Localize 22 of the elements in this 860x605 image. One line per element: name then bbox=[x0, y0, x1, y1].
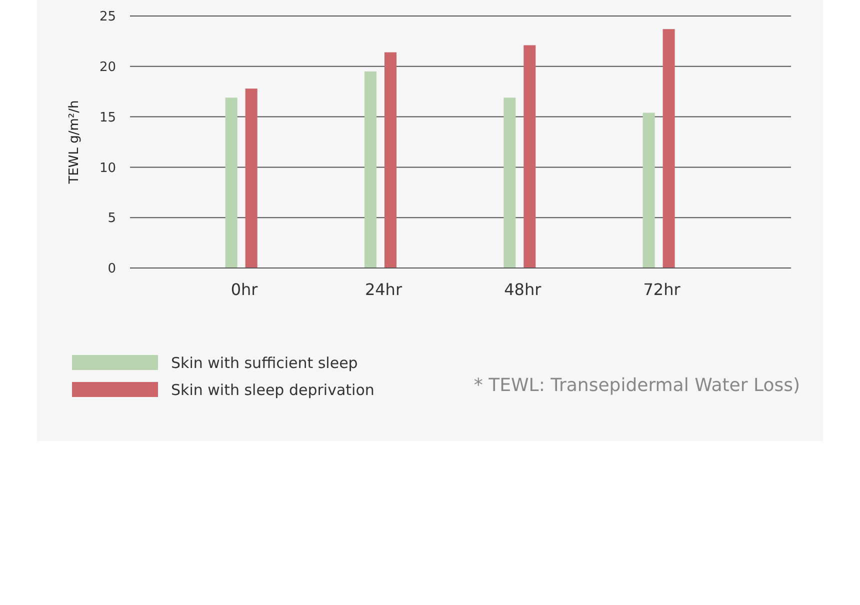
y-axis-title: TEWL g/m²/h bbox=[67, 100, 82, 185]
bar bbox=[524, 45, 536, 268]
bar bbox=[662, 29, 675, 268]
y-tick-label: 20 bbox=[99, 60, 116, 75]
x-tick-label: 48hr bbox=[504, 280, 542, 299]
legend-label: Skin with sleep deprivation bbox=[171, 381, 374, 399]
bar bbox=[384, 52, 396, 268]
legend-label: Skin with sufficient sleep bbox=[171, 354, 358, 372]
y-tick-label: 25 bbox=[99, 10, 116, 25]
bar bbox=[504, 98, 516, 268]
x-tick-label: 0hr bbox=[230, 280, 258, 299]
bar bbox=[225, 98, 238, 268]
y-tick-label: 15 bbox=[99, 110, 116, 126]
y-tick-label: 10 bbox=[99, 160, 116, 176]
x-tick-label: 24hr bbox=[364, 280, 402, 299]
x-tick-label: 72hr bbox=[643, 280, 681, 299]
y-tick-label: 5 bbox=[108, 211, 116, 226]
y-tick-label: 0 bbox=[108, 262, 116, 277]
bar bbox=[245, 88, 258, 268]
bar bbox=[642, 112, 655, 268]
text: * TEWL: Transepidermal Water Loss) bbox=[474, 375, 800, 396]
bar bbox=[364, 71, 376, 268]
